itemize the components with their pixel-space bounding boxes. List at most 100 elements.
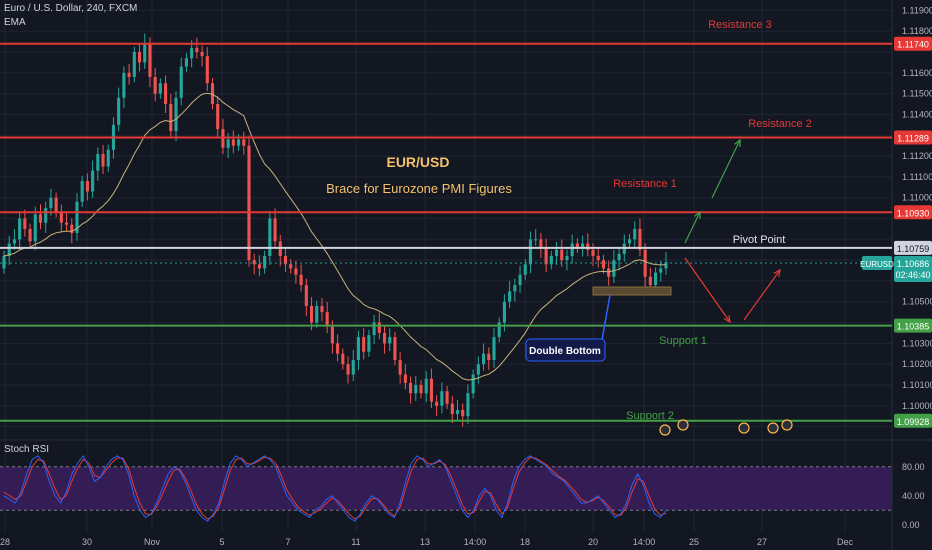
rsi-axis-tick: 80.00 — [902, 462, 925, 472]
candle-body — [309, 305, 314, 323]
candle-body — [164, 83, 168, 105]
candle-body — [487, 353, 491, 361]
time-axis-tick: 5 — [219, 537, 224, 547]
level-label-pivot-point: Pivot Point — [733, 234, 786, 246]
price-axis-tick: 1.11200 — [902, 151, 932, 161]
time-axis-tick: 18 — [520, 537, 530, 547]
candle-body — [429, 378, 433, 402]
candle-body — [554, 249, 559, 256]
candle-body — [315, 305, 319, 323]
double-bottom-callout — [525, 338, 606, 362]
price-axis-tick: 1.11000 — [902, 193, 932, 203]
candle-body — [122, 72, 126, 98]
bearish-arrow — [684, 257, 731, 323]
candle-body — [528, 239, 533, 265]
candle-body — [195, 47, 199, 53]
price-axis-tick: 1.11900 — [902, 5, 932, 15]
candle-body — [85, 181, 89, 192]
economic-event-icon[interactable] — [781, 419, 793, 431]
candle-body — [388, 337, 392, 344]
candle-body — [476, 364, 480, 375]
candle-body — [435, 401, 439, 406]
candle-body — [419, 384, 423, 394]
bullish-arrow-1 — [684, 211, 701, 244]
candle-body — [132, 52, 136, 77]
candle-body — [2, 255, 6, 269]
level-label-support-2: Support 2 — [626, 410, 674, 422]
candle-body — [137, 52, 142, 63]
candle-body — [534, 239, 538, 241]
candle-body — [299, 274, 303, 286]
candle-body — [169, 104, 173, 132]
candle-body — [518, 274, 522, 286]
candle-body — [607, 268, 611, 277]
candle-body — [461, 409, 465, 417]
economic-event-icon[interactable] — [677, 419, 689, 431]
economic-event-icon[interactable] — [738, 422, 750, 434]
price-axis-tick: 1.11100 — [902, 172, 932, 182]
candle-body — [664, 262, 668, 269]
candle-body — [257, 264, 261, 269]
candle-body — [101, 153, 105, 167]
candle-body — [377, 322, 381, 333]
bearish-arrow-head — [723, 314, 731, 324]
candle-body — [190, 47, 194, 59]
candle-body — [659, 268, 663, 273]
candle-body — [586, 243, 590, 250]
candle-countdown: 02:46:40 — [895, 270, 930, 280]
candle-body — [205, 56, 209, 84]
symbol-title: Euro / U.S. Dollar, 240, FXCM — [4, 3, 138, 14]
candle-body — [648, 276, 652, 286]
candle-body — [497, 322, 501, 338]
candle-body — [268, 218, 272, 256]
candle-body — [367, 335, 371, 352]
economic-event-icon[interactable] — [767, 422, 779, 434]
candle-body — [320, 305, 324, 313]
candle-body — [294, 268, 298, 275]
candle-body — [398, 360, 402, 375]
ema-line — [3, 92, 667, 381]
economic-event-icon[interactable] — [659, 424, 671, 436]
candle-body — [539, 239, 543, 248]
candle-body — [143, 43, 147, 63]
candle-body — [638, 228, 642, 250]
candle-body — [445, 391, 449, 404]
rebound-arrow — [743, 269, 781, 321]
candle-body — [91, 170, 95, 192]
candle-body — [513, 285, 517, 292]
candle-body — [492, 337, 496, 361]
candle-body — [247, 145, 251, 261]
candle-body — [304, 285, 308, 306]
level-price-badge — [894, 240, 932, 255]
candle-body — [44, 208, 48, 223]
chart-annotation-subtitle: Brace for Eurozone PMI Figures — [326, 181, 512, 196]
level-label-resistance-1: Resistance 1 — [613, 178, 677, 190]
candle-body — [466, 393, 470, 417]
time-axis-tick: 30 — [82, 537, 92, 547]
bullish-arrow-2-head — [734, 138, 741, 148]
candle-body — [7, 243, 11, 256]
candle-body — [627, 239, 632, 244]
level-price-label: 1.10930 — [897, 208, 930, 218]
candle-body — [596, 255, 600, 261]
level-price-badge — [894, 413, 932, 428]
candle-body — [106, 149, 110, 167]
candle-body — [289, 264, 293, 269]
level-price-badge — [894, 205, 932, 220]
time-axis-tick: 11 — [351, 537, 360, 547]
candle-body — [127, 72, 131, 77]
current-price-badge — [894, 256, 932, 283]
candle-body — [70, 224, 74, 234]
candle-body — [210, 83, 215, 105]
candle-body — [356, 337, 361, 361]
candle-body — [174, 97, 178, 132]
candle-body — [184, 58, 189, 67]
candle-body — [440, 391, 444, 406]
ema-indicator-label: EMA — [4, 17, 26, 28]
candle-body — [617, 253, 621, 261]
candle-body — [544, 247, 548, 265]
time-axis-tick: 27 — [757, 537, 767, 547]
candle-body — [59, 212, 63, 223]
